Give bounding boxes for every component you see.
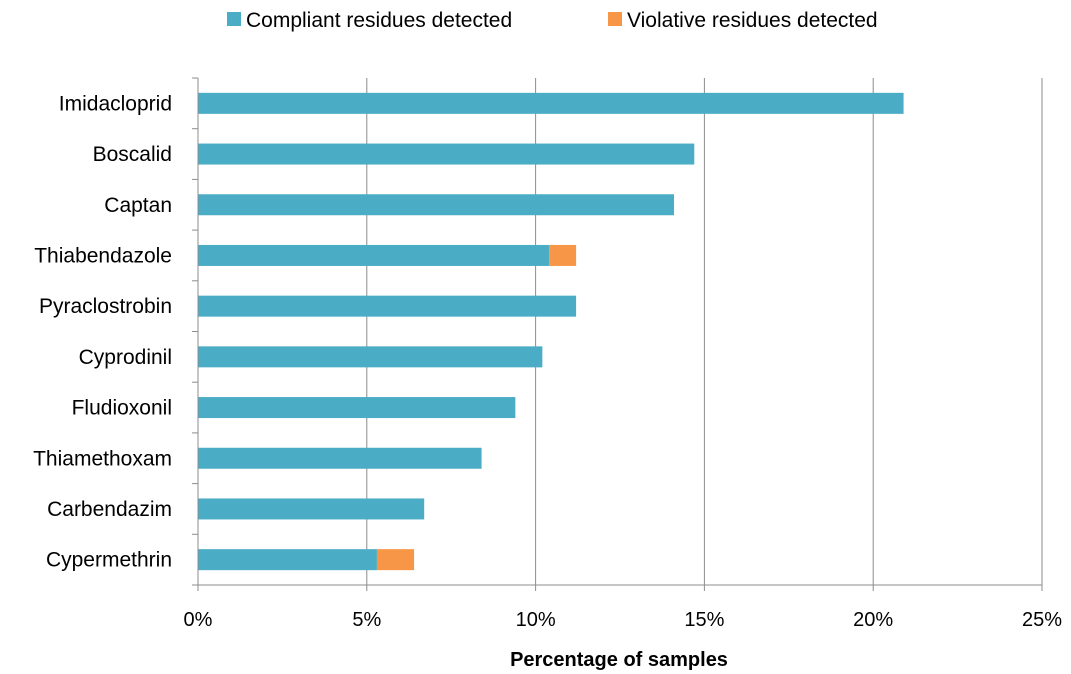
legend-swatch [227, 12, 241, 26]
category-labels: Imidacloprid Boscalid Captan Thiabendazole P… [33, 92, 172, 571]
bar-segment [198, 346, 543, 368]
category-label: Captan [104, 194, 172, 217]
category-label: Fludioxonil [72, 397, 172, 420]
category-label: Imidacloprid [59, 92, 172, 115]
category-label: Cyprodinil [79, 346, 172, 369]
axes [192, 77, 1043, 591]
x-tick-label: 0% [184, 609, 213, 631]
x-tick-label: 20% [853, 609, 893, 631]
x-tick-label: 5% [352, 609, 381, 631]
legend: Compliant residues detected Violative res… [227, 9, 878, 32]
x-tick-label: 15% [684, 609, 724, 631]
bar-segment [198, 498, 425, 520]
bar-segment [198, 549, 377, 571]
bar-segment [198, 92, 904, 114]
bar-segment [376, 549, 415, 571]
bar-segment [549, 244, 577, 266]
category-label: Boscalid [93, 143, 172, 166]
bar-segment [198, 295, 577, 317]
bar-segment [198, 194, 675, 216]
legend-label: Compliant residues detected [246, 9, 512, 32]
x-tick-labels: 0% 5% 10% 15% 20% 25% [184, 609, 1063, 631]
bar-segment [198, 244, 550, 266]
category-label: Thiabendazole [34, 244, 172, 267]
legend-swatch [608, 12, 622, 26]
bars [198, 92, 904, 571]
category-label: Carbendazim [47, 498, 172, 521]
x-tick-label: 25% [1022, 609, 1062, 631]
bar-segment [198, 447, 482, 469]
category-label: Cypermethrin [46, 549, 172, 572]
bar-segment [198, 397, 516, 419]
x-tick-label: 10% [516, 609, 556, 631]
x-axis-title: Percentage of samples [510, 649, 728, 671]
legend-label: Violative residues detected [627, 9, 878, 32]
bar-segment [198, 143, 695, 165]
category-label: Thiamethoxam [33, 447, 172, 470]
category-label: Pyraclostrobin [39, 295, 172, 318]
